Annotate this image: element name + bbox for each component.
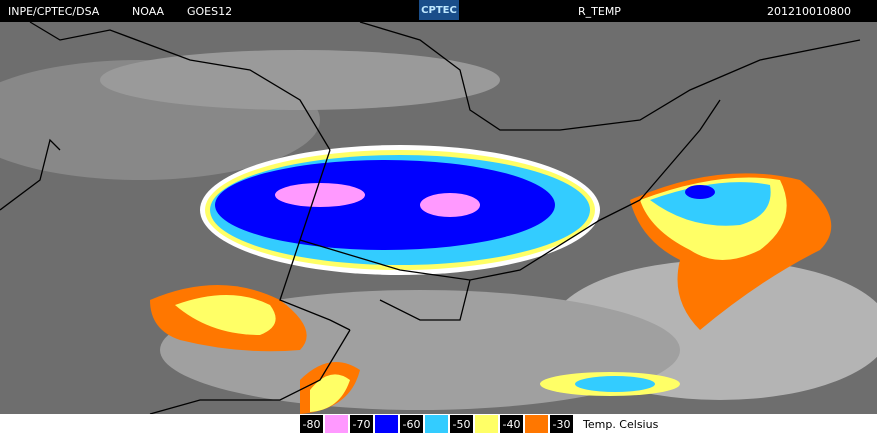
cell-blue (685, 185, 715, 199)
legend-label: -60 (403, 418, 421, 431)
agency: NOAA (132, 5, 165, 18)
legend: -80 -70 -60 -50 -40 -30 Temp. Celsius (300, 415, 659, 433)
border (379, 279, 471, 321)
cell-cyan (650, 182, 771, 226)
logo: CPTEC (421, 5, 457, 16)
legend-swatch (325, 415, 348, 433)
legend-label: -70 (353, 418, 371, 431)
storm-blue (215, 160, 555, 250)
legend-label: -40 (503, 418, 521, 431)
legend-swatch (375, 415, 398, 433)
satellite: GOES12 (187, 5, 232, 18)
timestamp: 201210010800 (767, 5, 851, 18)
border (0, 138, 61, 211)
legend-label: -30 (553, 418, 571, 431)
legend-label-box (500, 415, 523, 433)
legend-swatch (475, 415, 498, 433)
border (279, 149, 351, 331)
coastline (299, 99, 721, 281)
coastline (359, 21, 861, 131)
coastline (149, 329, 351, 415)
product: R_TEMP (578, 5, 621, 18)
legend-swatch (425, 415, 448, 433)
legend-label-box (300, 415, 323, 433)
storm-core (275, 183, 365, 207)
cell-cyan (575, 376, 655, 392)
legend-units: Temp. Celsius (582, 418, 659, 431)
legend-label: -50 (453, 418, 471, 431)
cell-yellow (310, 374, 350, 412)
logo-box (419, 0, 459, 20)
imagery (0, 21, 877, 415)
legend-label: -80 (303, 418, 321, 431)
legend-swatch (525, 415, 548, 433)
legend-label-box (450, 415, 473, 433)
cell-yellow (175, 295, 276, 335)
legend-label-box (550, 415, 573, 433)
borders (0, 21, 861, 415)
legend-label-box (400, 415, 423, 433)
border (29, 21, 331, 151)
storm-core (420, 193, 480, 217)
source: INPE/CPTEC/DSA (8, 5, 100, 18)
cloud (100, 50, 500, 110)
legend-label-box (350, 415, 373, 433)
